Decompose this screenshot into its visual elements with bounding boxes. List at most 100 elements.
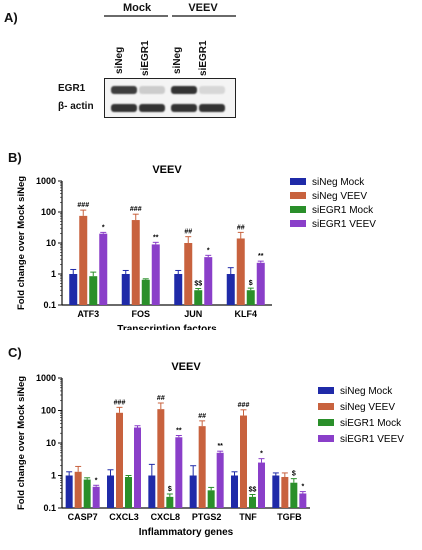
x-axis-label: Transcription factors (117, 324, 217, 330)
x-tick-label: TNF (239, 512, 257, 522)
y-tick-label: 10 (46, 438, 56, 448)
bar (174, 274, 183, 305)
bar (83, 479, 91, 508)
bar (231, 475, 238, 508)
blot-group-mock: Mock (122, 2, 152, 14)
significance-label: ## (184, 229, 192, 236)
blot-image (104, 78, 236, 118)
bar (125, 476, 132, 508)
x-tick-label: JUN (184, 309, 202, 319)
bar (236, 238, 245, 305)
blot-band (199, 104, 225, 112)
legend-entry: siEGR1 VEEV (312, 219, 376, 230)
bar (74, 471, 82, 508)
bar (184, 243, 193, 305)
bar (204, 257, 213, 305)
x-tick-label: CXCL3 (109, 512, 139, 522)
blot-group-veev: VEEV (188, 2, 218, 14)
significance-label: ### (77, 202, 89, 209)
significance-label: ** (217, 443, 223, 450)
x-tick-label: PTGS2 (192, 512, 222, 522)
y-tick-label: 0.1 (43, 300, 56, 310)
bar (258, 462, 265, 508)
bar (166, 496, 174, 508)
bar (99, 233, 108, 305)
y-tick-label: 1 (51, 471, 56, 481)
legend-entry: siNeg Mock (312, 177, 365, 188)
blot-group-divider (104, 15, 236, 17)
significance-label: ### (130, 206, 142, 213)
bar (256, 262, 265, 305)
significance-label: ** (258, 253, 264, 260)
x-tick-label: TGFB (277, 512, 302, 522)
bar (249, 496, 256, 508)
x-axis-label: Inflammatory genes (139, 527, 234, 538)
blot-band (111, 104, 137, 112)
x-tick-label: KLF4 (235, 309, 258, 319)
legend-swatch (290, 178, 306, 185)
panel-label-a: A) (4, 10, 18, 25)
bar (134, 427, 141, 508)
legend-swatch (290, 192, 306, 199)
bar (216, 452, 224, 508)
significance-label: $ (168, 486, 172, 493)
significance-label: ** (176, 428, 182, 435)
y-axis-label: Fold change over Mock siNeg (16, 176, 27, 310)
blot-lane-siegr1-veev: siEGR1 (198, 40, 209, 76)
blot-band (199, 86, 225, 94)
blot-band (171, 86, 197, 94)
legend-swatch (290, 206, 306, 213)
y-tick-label: 1 (51, 269, 56, 279)
bar (69, 274, 78, 305)
bar (207, 490, 215, 508)
bar (290, 482, 298, 508)
blot-lane-siegr1-mock: siEGR1 (140, 40, 151, 76)
blot-lane-sineg-mock: siNeg (114, 46, 125, 74)
blot-band (111, 86, 137, 94)
bar (198, 426, 206, 508)
bar (79, 215, 88, 305)
significance-label: * (260, 451, 263, 458)
significance-label: ### (238, 402, 250, 409)
y-tick-label: 0.1 (43, 503, 56, 513)
significance-label: $$ (194, 281, 202, 288)
blot-row-label-actin: β- actin (58, 101, 94, 112)
y-axis-label: Fold change over Mock siNeg (16, 376, 27, 510)
bar (107, 475, 114, 508)
blot-lane-sineg-veev: siNeg (172, 46, 183, 74)
significance-label: $ (249, 280, 253, 287)
legend-entry: siEGR1 VEEV (340, 434, 404, 445)
bar (194, 290, 203, 305)
significance-label: ## (237, 224, 245, 231)
bar (226, 274, 235, 305)
x-tick-label: ATF3 (77, 309, 99, 319)
bar (92, 486, 100, 508)
significance-label: ## (198, 413, 206, 420)
legend-entry: siEGR1 Mock (340, 418, 402, 429)
y-tick-label: 10 (46, 238, 56, 248)
significance-label: $ (292, 471, 296, 478)
legend-swatch (318, 419, 334, 426)
legend-entry: siEGR1 Mock (312, 205, 374, 216)
bar (141, 279, 150, 305)
bar (272, 475, 280, 508)
significance-label: * (301, 484, 304, 491)
significance-label: ** (153, 234, 159, 241)
bar (148, 475, 156, 508)
y-tick-label: 100 (41, 406, 56, 416)
legend-swatch (318, 403, 334, 410)
x-tick-label: CXCL8 (151, 512, 181, 522)
legend-entry: siNeg VEEV (340, 402, 395, 413)
bar (121, 274, 130, 305)
legend-entry: siNeg Mock (340, 386, 393, 397)
significance-label: * (95, 477, 98, 484)
significance-label: $$ (249, 487, 257, 494)
bar (240, 415, 247, 508)
bar (89, 276, 98, 305)
legend-swatch (290, 220, 306, 227)
bar (281, 476, 289, 508)
bar (157, 409, 165, 508)
y-tick-label: 1000 (36, 176, 56, 186)
panel-label-b: B) (8, 150, 22, 165)
significance-label: * (207, 247, 210, 254)
